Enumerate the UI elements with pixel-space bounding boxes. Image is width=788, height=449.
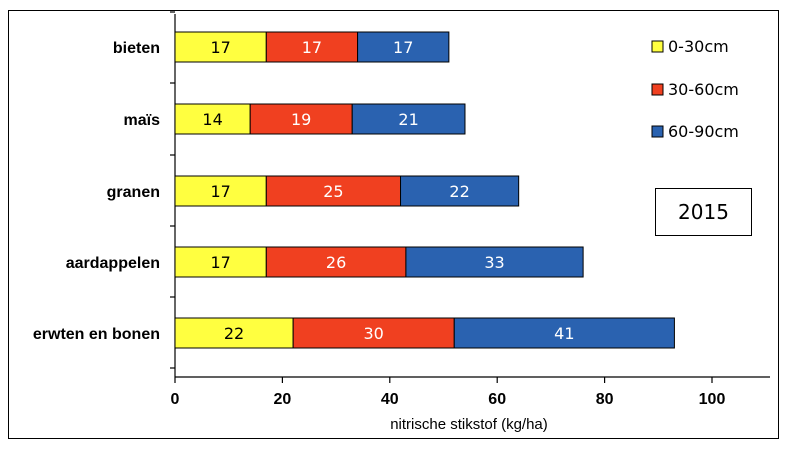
data-label: 21	[398, 110, 418, 129]
legend-label: 0-30cm	[668, 37, 729, 56]
category-label: erwten en bonen	[33, 326, 160, 343]
bar-segment	[249, 103, 353, 135]
x-tick-label: 80	[596, 391, 614, 408]
category-label: granen	[107, 184, 160, 201]
data-label: 17	[393, 38, 413, 57]
x-axis-title: nitrische stikstof (kg/ha)	[390, 416, 548, 433]
data-label: 25	[323, 182, 343, 201]
bar-segment	[174, 103, 251, 135]
bar-segment	[351, 103, 466, 135]
bar-segment	[174, 246, 267, 278]
x-tick-label: 40	[381, 391, 399, 408]
category-label: aardappelen	[66, 255, 160, 272]
bar-segment	[357, 31, 450, 63]
category-label: maïs	[124, 112, 161, 129]
bar-segment	[174, 31, 267, 63]
x-tick-label: 60	[488, 391, 506, 408]
year-box-frame	[655, 188, 752, 236]
bar-segment	[292, 317, 455, 349]
x-tick-label: 100	[699, 391, 726, 408]
bar-segment	[265, 175, 402, 207]
legend: 0-30cm 30-60cm 60-90cm	[651, 37, 739, 141]
legend-swatch	[651, 40, 664, 53]
legend-label: 30-60cm	[668, 80, 739, 99]
x-tick-label: 20	[274, 391, 292, 408]
data-label: 22	[449, 182, 469, 201]
data-label: 41	[554, 324, 574, 343]
data-label: 14	[202, 110, 222, 129]
legend-swatch	[651, 125, 664, 138]
year-annotation: 2015	[678, 200, 729, 224]
data-label: 17	[210, 38, 230, 57]
plot-area: 0 20 40 60 80 100 17 17 17 bieten 14 19 21 maïs 17 25 22…	[33, 11, 770, 408]
data-label: 22	[224, 324, 244, 343]
bar-segment	[453, 317, 675, 349]
legend-label: 60-90cm	[668, 122, 739, 141]
data-label: 17	[210, 182, 230, 201]
bar-segment	[174, 317, 294, 349]
data-label: 17	[302, 38, 322, 57]
data-label: 30	[364, 324, 384, 343]
category-label: bieten	[113, 40, 160, 57]
year-box: 2015	[655, 188, 752, 236]
bar-segment	[405, 246, 584, 278]
bar-segment	[174, 175, 267, 207]
chart-frame	[8, 10, 779, 439]
data-label: 26	[326, 253, 346, 272]
legend-swatch	[651, 83, 664, 96]
data-label: 19	[291, 110, 311, 129]
bar-segment	[400, 175, 520, 207]
x-tick-label: 0	[171, 391, 180, 408]
bar-segment	[265, 246, 407, 278]
data-label: 33	[484, 253, 504, 272]
data-label: 17	[210, 253, 230, 272]
